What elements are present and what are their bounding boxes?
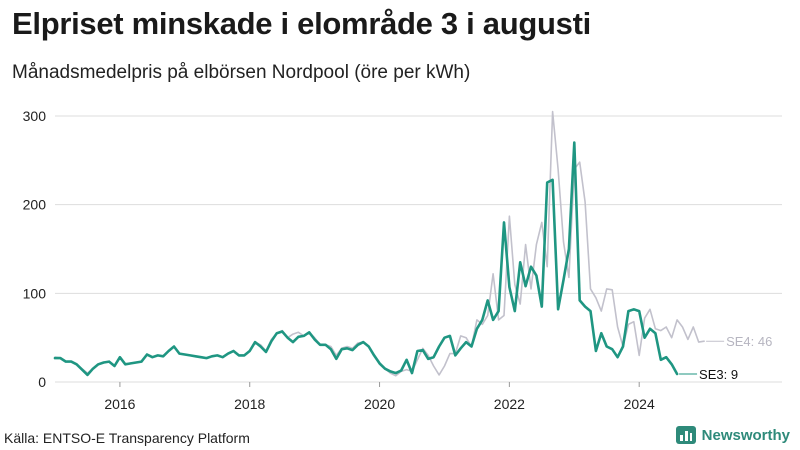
x-tick-label: 2020 [364,396,395,412]
series-line-se4 [54,110,705,377]
series-line-se3 [53,141,679,377]
y-tick-label: 300 [23,108,47,124]
y-tick-label: 0 [38,374,46,390]
y-tick-label: 100 [23,285,47,301]
bar-chart-icon [675,426,696,444]
brand-logo: Newsworthy [675,426,790,444]
chart-subtitle: Månadsmedelpris på elbörsen Nordpool (ör… [12,62,471,83]
chart-title: Elpriset minskade i elområde 3 i augusti [12,6,591,41]
source-note: Källa: ENTSO-E Transparency Platform [4,430,250,446]
y-tick-label: 200 [23,197,47,213]
x-tick-label: 2022 [494,396,525,412]
x-tick-label: 2024 [624,396,655,412]
end-label-se4: SE4: 46 [726,334,772,349]
brand-name: Newsworthy [701,426,790,444]
end-label-se3: SE3: 9 [699,367,738,382]
x-tick-label: 2018 [234,396,265,412]
x-tick-label: 2016 [104,396,135,412]
